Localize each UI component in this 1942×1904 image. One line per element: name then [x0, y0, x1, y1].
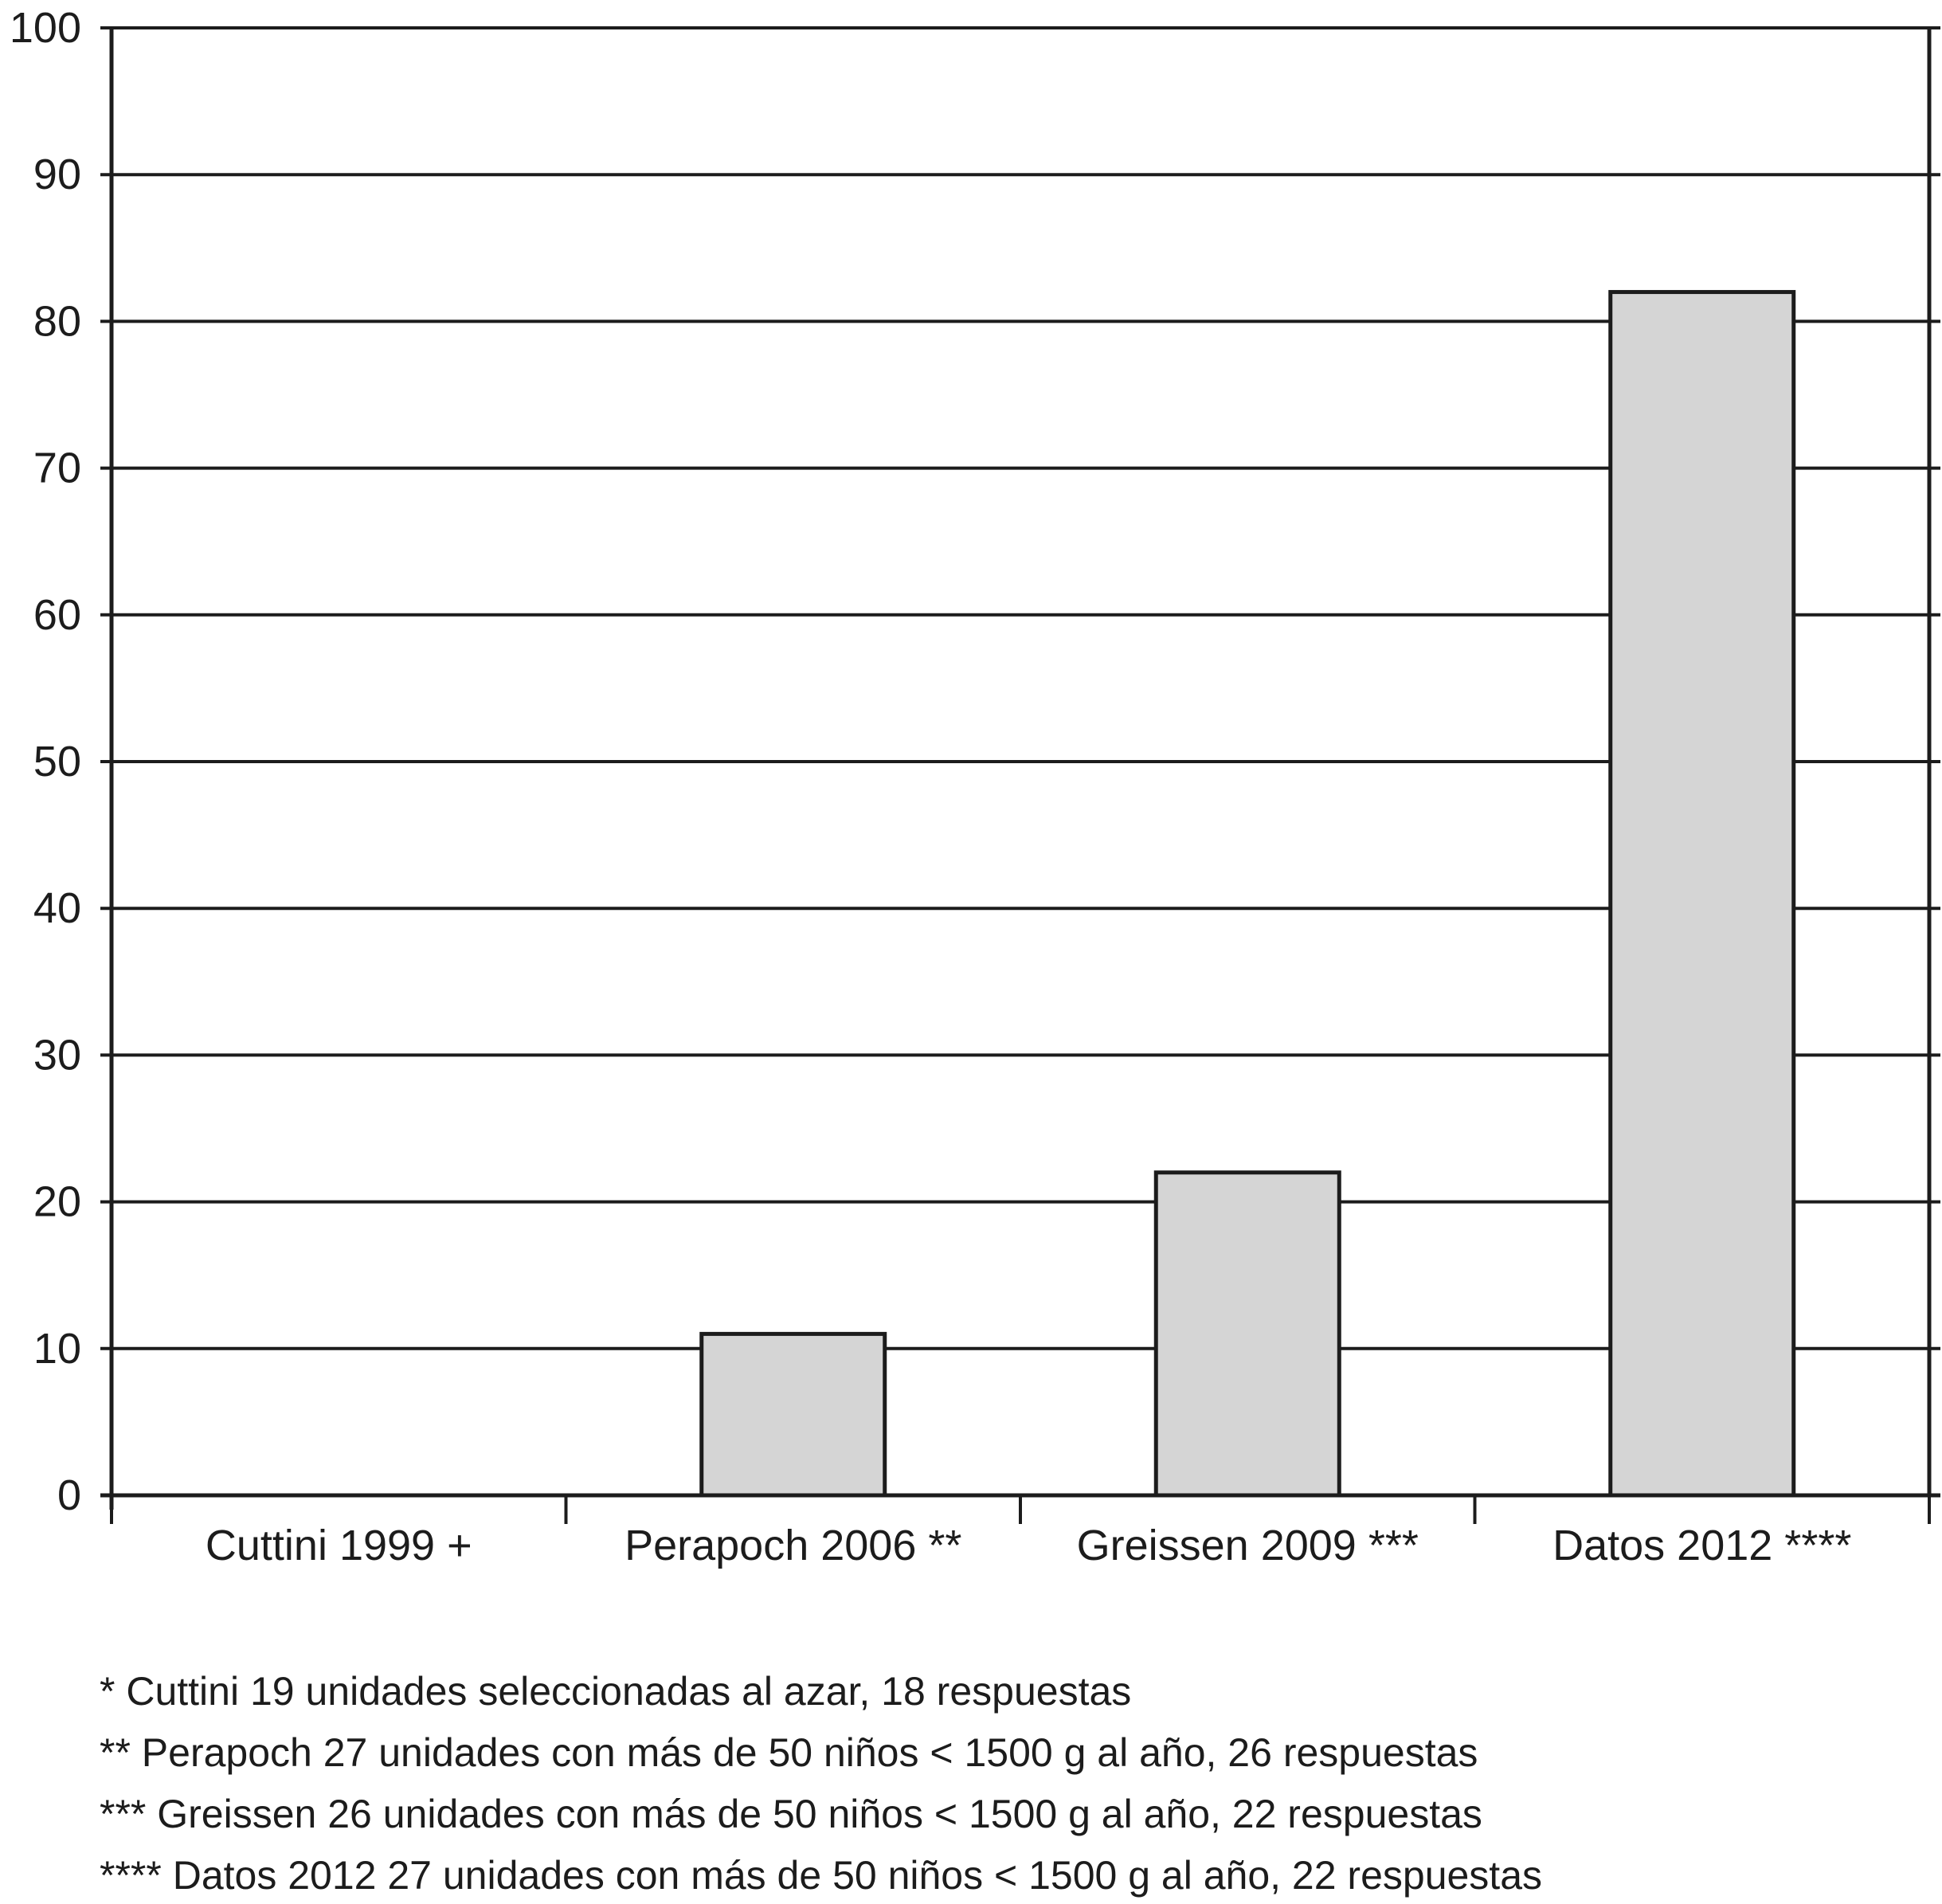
- y-axis-tick-label: 90: [33, 151, 81, 198]
- y-axis-tick-label: 100: [10, 4, 81, 52]
- bar: [1608, 290, 1796, 1498]
- y-axis-tick-label: 60: [33, 591, 81, 639]
- bar: [699, 1331, 887, 1498]
- footnote-line: ** Perapoch 27 unidades con más de 50 ni…: [100, 1730, 1478, 1775]
- x-axis-category-label: Greissen 2009 ***: [1077, 1522, 1419, 1569]
- footnote-line: * Cuttini 19 unidades seleccionadas al a…: [100, 1669, 1132, 1714]
- y-axis-tick-label: 50: [33, 738, 81, 785]
- bar: [1153, 1170, 1341, 1498]
- y-axis-tick-label: 70: [33, 445, 81, 492]
- y-axis-tick-label: 20: [33, 1178, 81, 1226]
- y-axis-tick-label: 30: [33, 1031, 81, 1079]
- x-axis-category-label: Datos 2012 ****: [1552, 1522, 1851, 1569]
- x-axis-category-label: Perapoch 2006 **: [624, 1522, 961, 1569]
- y-axis-tick-label: 10: [33, 1325, 81, 1373]
- chart-footnotes: * Cuttini 19 unidades seleccionadas al a…: [100, 1661, 1852, 1904]
- x-axis-category-label: Cuttini 1999 +: [206, 1522, 472, 1569]
- y-axis-tick-label: 40: [33, 884, 81, 932]
- footnote-line: *** Greissen 26 unidades con más de 50 n…: [100, 1792, 1482, 1836]
- y-axis-tick-label: 0: [57, 1471, 81, 1519]
- chart-plot-area: 0 10 20 30 40 50 60 70 80 90 100 Cuttini 1999 + Pera…: [10, 4, 1940, 1569]
- y-axis-tick-label: 80: [33, 297, 81, 345]
- footnote-line: **** Datos 2012 27 unidades con más de 5…: [100, 1853, 1543, 1898]
